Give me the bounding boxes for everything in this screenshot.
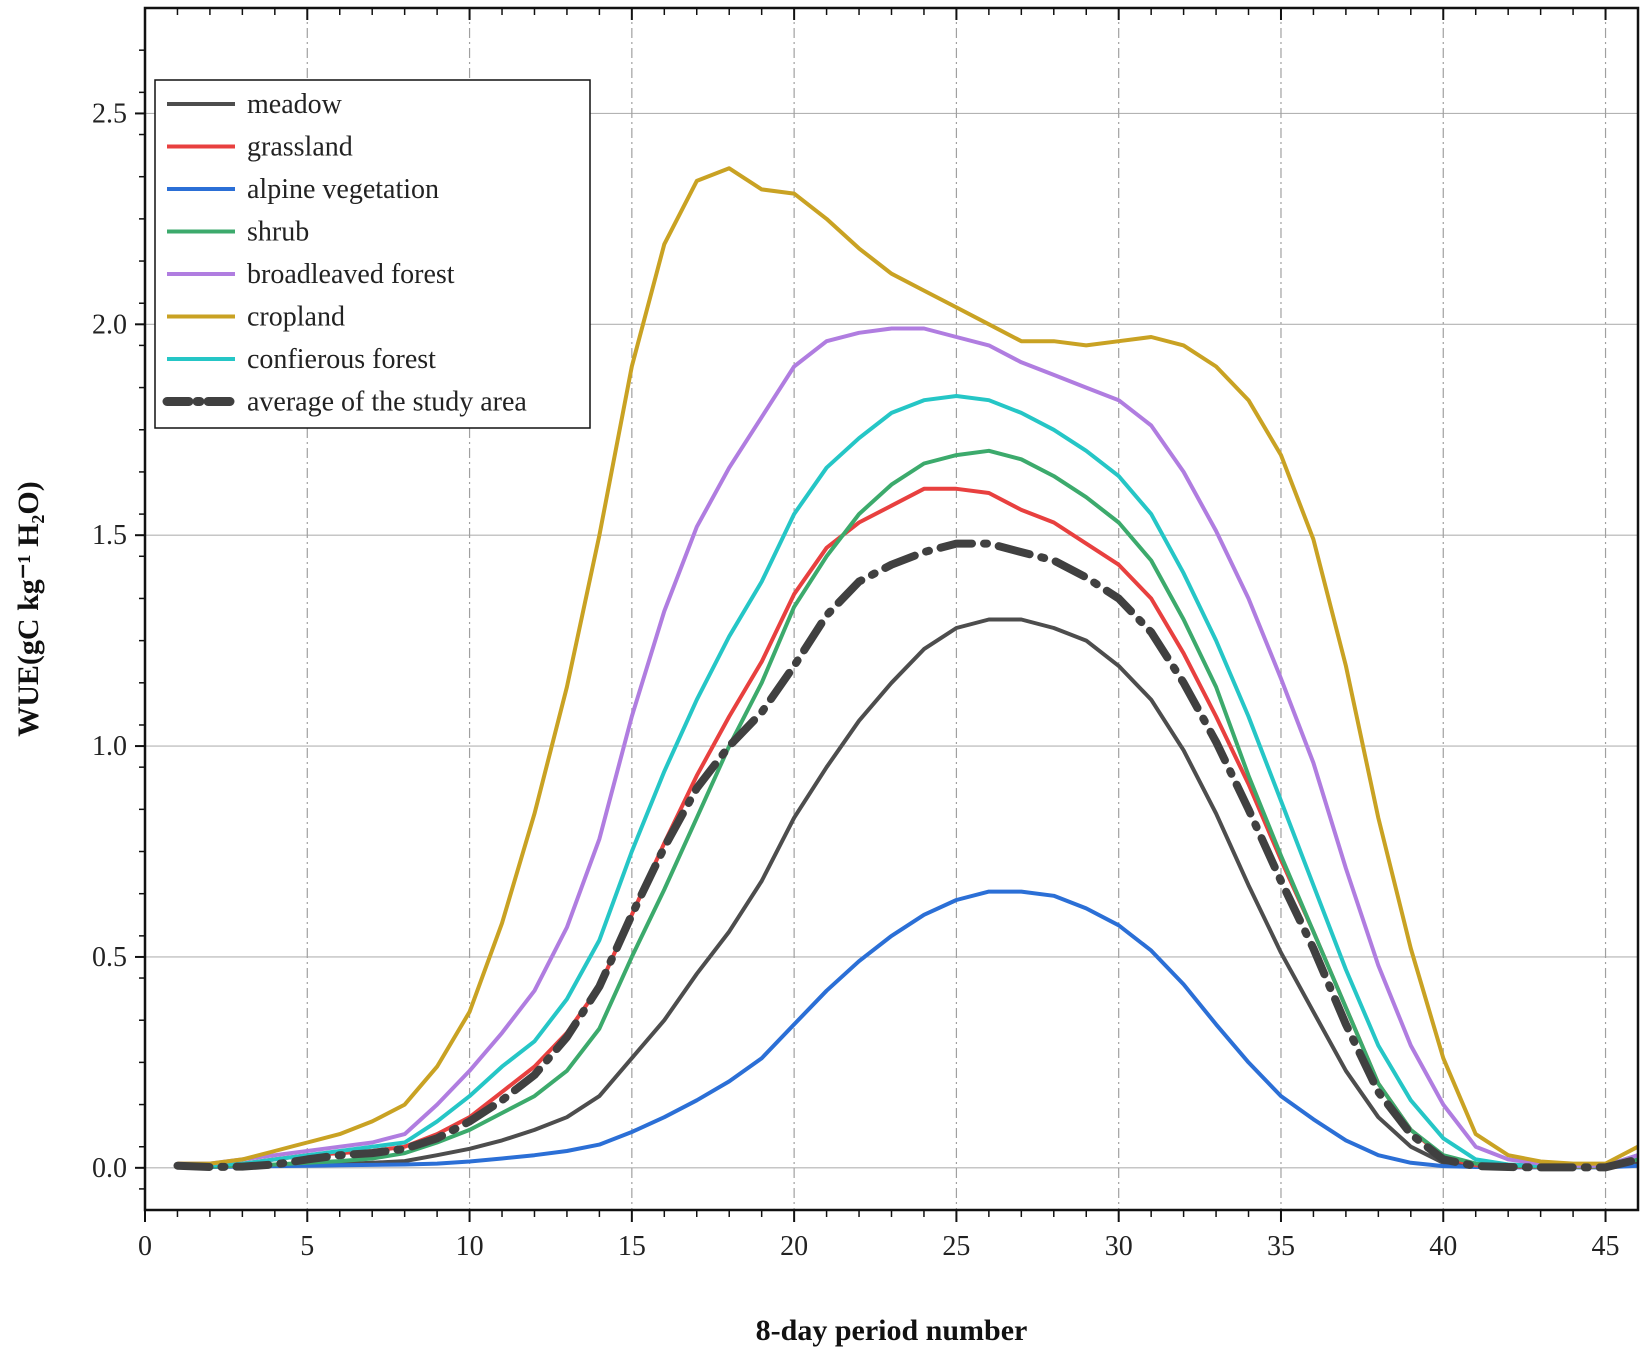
series-group: [173, 166, 1642, 1172]
legend-label: grassland: [247, 132, 353, 163]
y-tick-label: 0.0: [92, 1153, 127, 1184]
x-tick-label: 40: [1429, 1231, 1457, 1262]
x-tick-label: 20: [780, 1231, 808, 1262]
x-axis-title: 8-day period number: [756, 1314, 1028, 1347]
x-tick-label: 30: [1105, 1231, 1133, 1262]
y-tick-label: 2.5: [92, 98, 127, 129]
y-axis-title: WUE(gC kg⁻¹ H₂O): [12, 481, 45, 737]
legend-label: cropland: [247, 302, 345, 333]
y-tick-label: 1.0: [92, 731, 127, 762]
x-tick-label: 15: [618, 1231, 646, 1262]
legend-label: meadow: [247, 89, 343, 120]
legend-label: alpine vegetation: [247, 174, 439, 205]
series-line-average-of-the-study-area: [173, 539, 1642, 1172]
series-line-broadleaved-forest: [177, 326, 1639, 1168]
series-line-cropland: [177, 166, 1639, 1166]
axis-ticks: 0.0 0.5 1.0 1.5 2.0 2.5 0 5 10 15 20 25 30 35 40 45: [92, 8, 1620, 1262]
legend-box: [154, 79, 591, 429]
legend-label: shrub: [247, 217, 309, 248]
x-tick-label: 10: [456, 1231, 484, 1262]
series-line-alpine-vegetation: [177, 889, 1639, 1170]
x-tick-label: 35: [1267, 1231, 1295, 1262]
legend-label: confierous forest: [247, 344, 436, 375]
legend: meadow grassland alpine vegetation shrub bro…: [154, 79, 591, 429]
series-line-confierous-forest: [177, 394, 1639, 1168]
y-tick-label: 1.5: [92, 520, 127, 551]
legend-label: average of the study area: [247, 387, 527, 418]
legend-label: broadleaved forest: [247, 259, 455, 290]
x-tick-label: 5: [300, 1231, 314, 1262]
y-tick-label: 0.5: [92, 942, 127, 973]
series-line-meadow: [177, 617, 1639, 1169]
x-tick-label: 0: [138, 1231, 152, 1262]
y-tick-label: 2.0: [92, 309, 127, 340]
x-tick-label: 45: [1592, 1231, 1620, 1262]
x-tick-label: 25: [942, 1231, 970, 1262]
